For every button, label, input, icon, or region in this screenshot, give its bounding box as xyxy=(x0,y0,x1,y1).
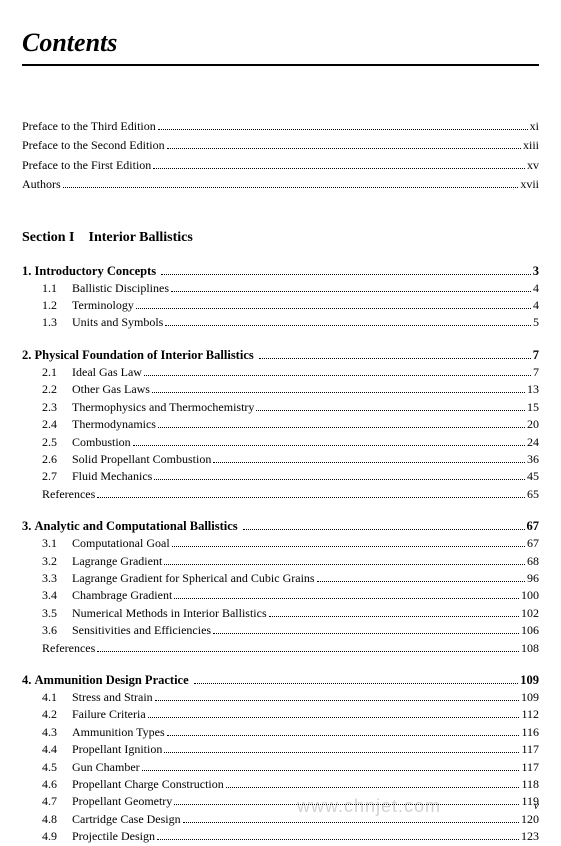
front-matter-line: Preface to the Second Edition xiii xyxy=(22,137,539,154)
front-page: xv xyxy=(527,157,539,174)
front-label: Preface to the Third Edition xyxy=(22,118,156,135)
sub-line: 4.5Gun Chamber117 xyxy=(22,759,539,776)
sub-line: 3.3Lagrange Gradient for Spherical and C… xyxy=(22,570,539,587)
sub-line: 2.1Ideal Gas Law7 xyxy=(22,364,539,381)
sub-line: 4.1Stress and Strain109 xyxy=(22,689,539,706)
front-page: xi xyxy=(530,118,539,135)
contents-title: Contents xyxy=(22,28,539,58)
dot-leader xyxy=(194,683,518,684)
front-label: Preface to the First Edition xyxy=(22,157,151,174)
sub-line: 4.8Cartridge Case Design120 xyxy=(22,811,539,828)
references-line: References108 xyxy=(22,640,539,657)
sub-line: 2.6Solid Propellant Combustion36 xyxy=(22,451,539,468)
sub-line: 2.2Other Gas Laws13 xyxy=(22,381,539,398)
sub-line: 4.6Propellant Charge Construction118 xyxy=(22,776,539,793)
sub-line: 2.4Thermodynamics20 xyxy=(22,416,539,433)
sub-line: 4.9Projectile Design123 xyxy=(22,828,539,845)
dot-leader xyxy=(158,129,528,130)
section-heading: Section I Interior Ballistics xyxy=(22,230,539,246)
chapter-page: 7 xyxy=(533,346,539,364)
dot-leader xyxy=(243,529,525,530)
dot-leader xyxy=(63,187,519,188)
chapter-label: 1. Introductory Concepts xyxy=(22,262,159,280)
chapter-line: 1. Introductory Concepts 3 xyxy=(22,262,539,280)
sub-line: 4.7Propellant Geometry119 xyxy=(22,793,539,810)
chapter-line: 3. Analytic and Computational Ballistics… xyxy=(22,517,539,535)
sub-line: 2.3Thermophysics and Thermochemistry15 xyxy=(22,399,539,416)
page-number: v xyxy=(534,798,539,813)
watermark-text: www.chnjet.com xyxy=(297,796,441,817)
title-rule xyxy=(22,64,539,66)
dot-leader xyxy=(153,168,525,169)
sub-line: 4.4Propellant Ignition117 xyxy=(22,741,539,758)
sub-line: 4.3Ammunition Types116 xyxy=(22,724,539,741)
front-matter-block: Preface to the Third Edition xi Preface … xyxy=(22,118,539,194)
chapter-page: 67 xyxy=(527,517,540,535)
sub-line: 2.7Fluid Mechanics45 xyxy=(22,468,539,485)
sub-line: 1.1Ballistic Disciplines4 xyxy=(22,280,539,297)
chapter-label: 4. Ammunition Design Practice xyxy=(22,671,192,689)
dot-leader xyxy=(259,358,531,359)
sub-line: 3.5Numerical Methods in Interior Ballist… xyxy=(22,605,539,622)
sub-line: 3.2Lagrange Gradient68 xyxy=(22,553,539,570)
chapter-label: 3. Analytic and Computational Ballistics xyxy=(22,517,241,535)
front-matter-line: Preface to the First Edition xv xyxy=(22,157,539,174)
sub-line: 2.5Combustion24 xyxy=(22,434,539,451)
chapter-line: 4. Ammunition Design Practice 109 xyxy=(22,671,539,689)
chapter-label: 2. Physical Foundation of Interior Balli… xyxy=(22,346,257,364)
chapter-line: 2. Physical Foundation of Interior Balli… xyxy=(22,346,539,364)
front-page: xiii xyxy=(523,137,539,154)
sub-line: 3.4Chambrage Gradient100 xyxy=(22,587,539,604)
chapter-page: 3 xyxy=(533,262,539,280)
front-label: Authors xyxy=(22,176,61,193)
sub-line: 1.3Units and Symbols5 xyxy=(22,314,539,331)
dot-leader xyxy=(161,274,530,275)
front-matter-line: Preface to the Third Edition xi xyxy=(22,118,539,135)
front-label: Preface to the Second Edition xyxy=(22,137,165,154)
sub-line: 3.1Computational Goal67 xyxy=(22,535,539,552)
references-line: References65 xyxy=(22,486,539,503)
page: Contents Preface to the Third Edition xi… xyxy=(0,0,561,827)
sub-line: 4.2Failure Criteria112 xyxy=(22,706,539,723)
front-matter-line: Authors xvii xyxy=(22,176,539,193)
dot-leader xyxy=(167,148,521,149)
sub-line: 3.6Sensitivities and Efficiencies106 xyxy=(22,622,539,639)
front-page: xvii xyxy=(520,176,539,193)
sub-line: 1.2Terminology4 xyxy=(22,297,539,314)
chapter-page: 109 xyxy=(520,671,539,689)
